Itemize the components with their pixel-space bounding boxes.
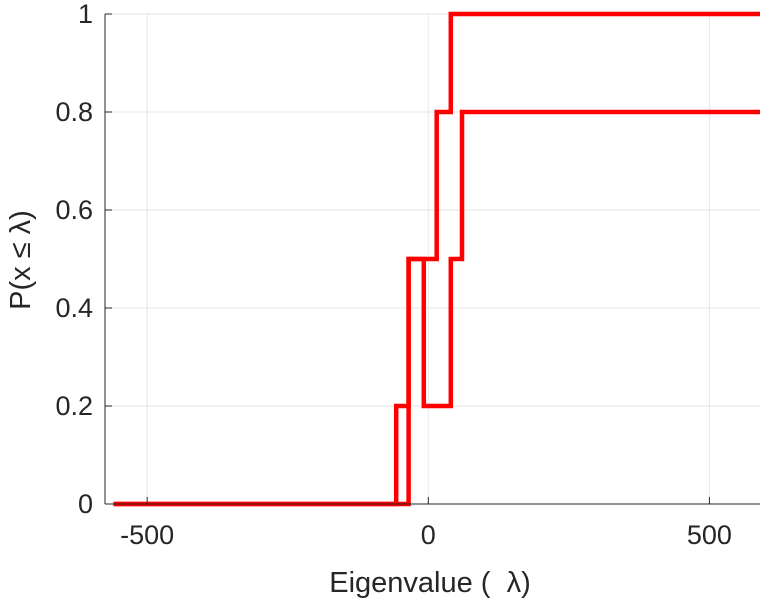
x-tick-label: 0	[421, 520, 436, 550]
y-tick-label: 0.4	[55, 293, 93, 323]
axes-box	[104, 14, 760, 505]
series-line-1	[113, 11, 760, 507]
y-tick-label: 0.8	[55, 97, 93, 127]
x-ticks: -500 0 500	[120, 497, 732, 550]
series-line-2	[113, 109, 760, 507]
y-tick-label: 1	[78, 0, 93, 29]
y-ticks: 0 0.2 0.4 0.6 0.8 1	[55, 0, 112, 519]
y-tick-label: 0	[78, 489, 93, 519]
y-axis-label: P(x ≤ λ)	[5, 210, 37, 310]
x-axis-label: Eigenvalue ( λ)	[329, 567, 531, 599]
y-tick-label: 0.2	[55, 391, 93, 421]
x-tick-label: -500	[120, 520, 174, 550]
x-tick-label: 500	[687, 520, 732, 550]
y-tick-label: 0.6	[55, 195, 93, 225]
series-lines	[113, 11, 760, 507]
